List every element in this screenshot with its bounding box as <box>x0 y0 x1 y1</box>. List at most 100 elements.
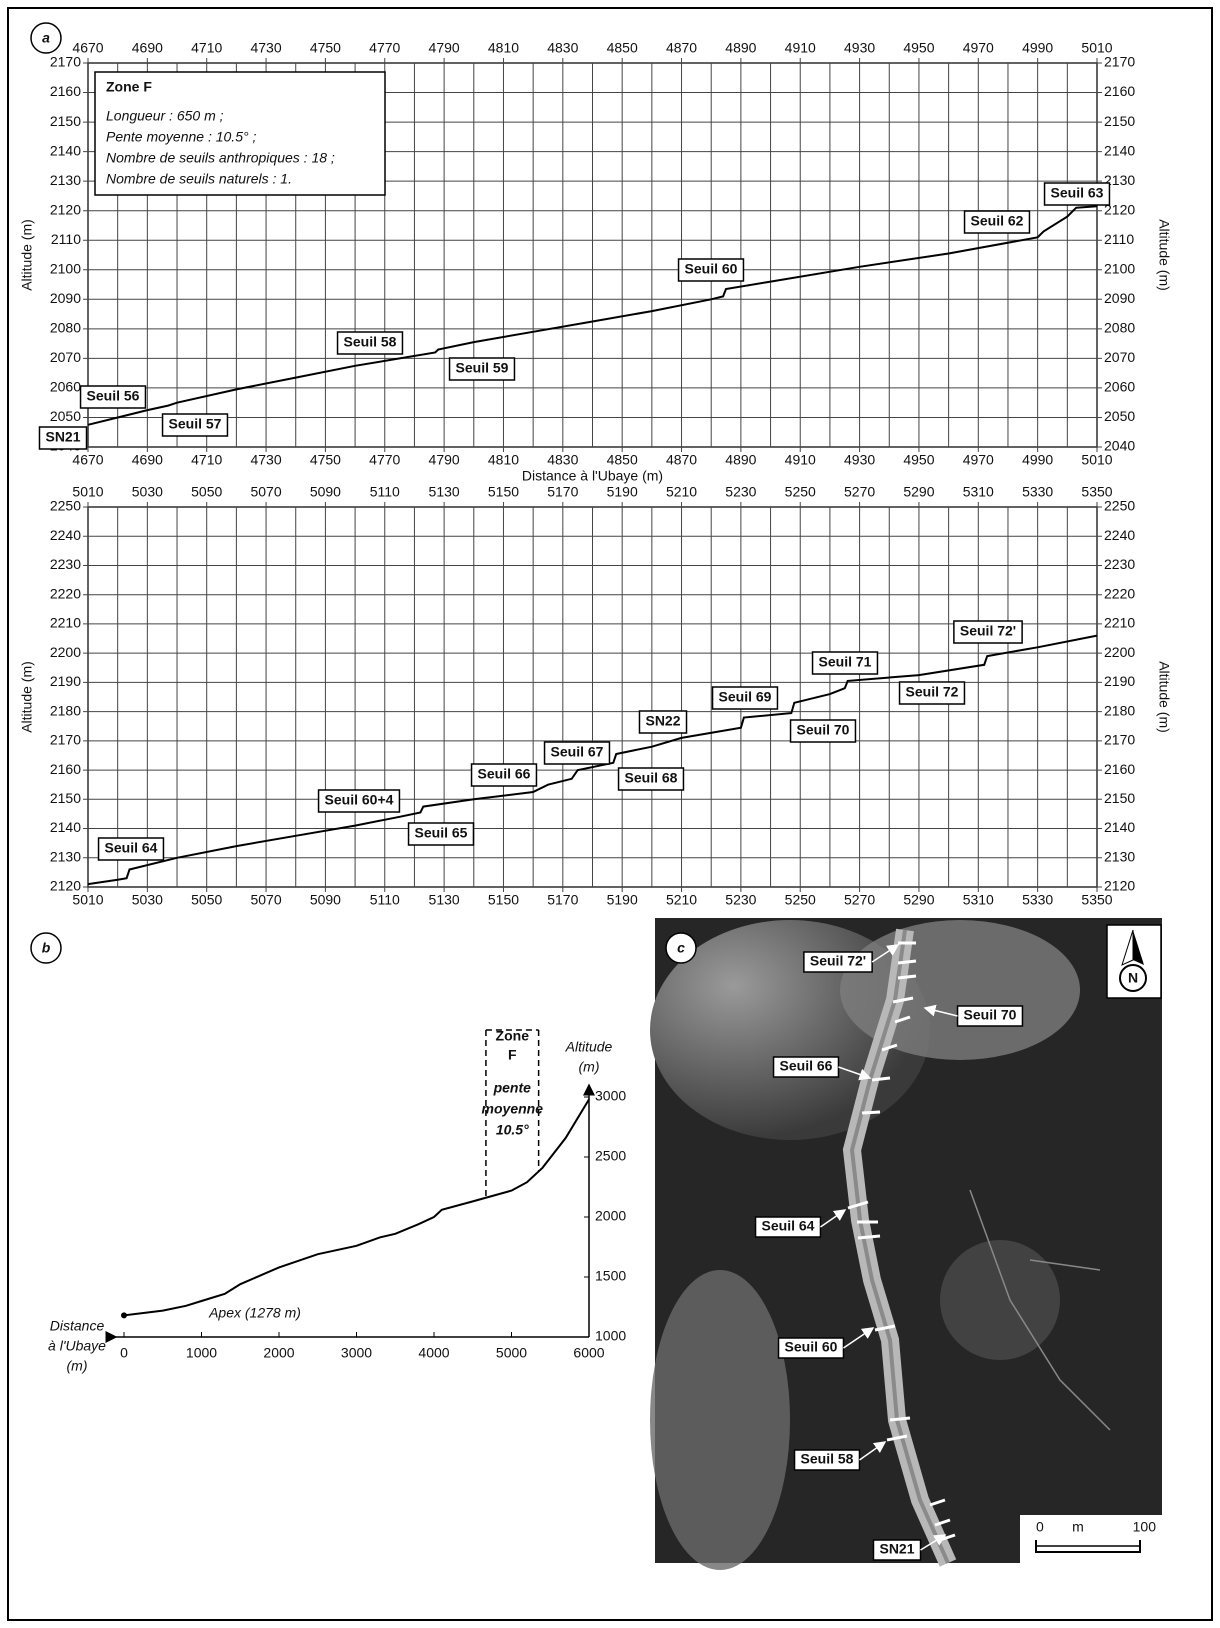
y-tick-label: 2060 <box>1104 379 1135 395</box>
y-tick-label: 2160 <box>1104 761 1135 777</box>
label-arrow <box>859 1441 887 1461</box>
annotation: Seuil 62 <box>971 213 1024 229</box>
figure-border <box>7 7 1213 1621</box>
x-tick-label: 4770 <box>369 40 400 56</box>
x-tick-label: 4670 <box>72 40 103 56</box>
label-arrow <box>838 1066 872 1081</box>
x-tick-label: 4890 <box>725 40 756 56</box>
x-tick-label: 5170 <box>547 892 578 908</box>
y-tick-label: 2210 <box>1104 615 1135 631</box>
annotation: Seuil 57 <box>169 416 222 432</box>
x-tick-label: 5350 <box>1081 892 1112 908</box>
x-tick-label: 5210 <box>666 484 697 500</box>
x-tick-label: 5010 <box>72 892 103 908</box>
x-tick-label: 5250 <box>785 892 816 908</box>
x-tick-label: 4790 <box>429 452 460 468</box>
y-tick-label: 2050 <box>50 408 81 424</box>
info-box <box>94 71 386 196</box>
annotation-box <box>317 789 401 813</box>
y-tick-label: 2080 <box>1104 320 1135 336</box>
x-tick-label: 5230 <box>725 484 756 500</box>
annotation: Seuil 60 <box>785 1339 838 1355</box>
label-arrow <box>843 1327 875 1349</box>
x-tick-label: 4990 <box>1022 452 1053 468</box>
y-tick-label: 2220 <box>1104 585 1135 601</box>
annotation: Apex (1278 m) <box>208 1305 301 1321</box>
zone-label: F <box>508 1047 517 1063</box>
x-tick-label: 5310 <box>963 892 994 908</box>
x-tick-label: 5170 <box>547 484 578 500</box>
y-tick-label: 2060 <box>50 379 81 395</box>
x-axis-label: Distance <box>50 1318 105 1334</box>
x-tick-label: 4830 <box>547 452 578 468</box>
x-tick-label: 5050 <box>191 484 222 500</box>
y-tick-label: 2120 <box>50 878 81 894</box>
y-tick-label: 2140 <box>1104 819 1135 835</box>
x-tick-label: 5030 <box>132 892 163 908</box>
y-axis-label: (m) <box>579 1059 600 1075</box>
x-tick-label: 3000 <box>341 1345 372 1361</box>
y-tick-label: 2150 <box>1104 113 1135 129</box>
x-tick-label: 5330 <box>1022 484 1053 500</box>
profile-line <box>123 1098 590 1317</box>
annotation: Seuil 65 <box>415 825 468 841</box>
x-tick-label: 4730 <box>250 452 281 468</box>
label-arrow <box>920 1534 947 1551</box>
y-tick-label: 2040 <box>1104 438 1135 454</box>
x-tick-label: 5010 <box>1081 40 1112 56</box>
x-tick-label: 5070 <box>250 484 281 500</box>
annotation: Seuil 68 <box>625 770 678 786</box>
y-tick-label: 2220 <box>50 585 81 601</box>
x-axis-label: (m) <box>67 1358 88 1374</box>
scale-label: m <box>1072 1519 1084 1535</box>
y-tick-label: 2100 <box>1104 260 1135 276</box>
y-tick-label: 2090 <box>1104 290 1135 306</box>
x-tick-label: 4790 <box>429 40 460 56</box>
x-tick-label: 4870 <box>666 452 697 468</box>
scale-label: 0 <box>1036 1519 1044 1535</box>
y-tick-label: 2230 <box>1104 556 1135 572</box>
x-tick-label: 4890 <box>725 452 756 468</box>
annotation-box <box>407 822 475 846</box>
x-tick-label: 4750 <box>310 452 341 468</box>
y-tick-label: 2170 <box>1104 732 1135 748</box>
y-tick-label: 2500 <box>595 1148 626 1164</box>
annotation: Seuil 69 <box>719 689 772 705</box>
x-axis-label: à l'Ubaye <box>48 1338 106 1354</box>
info-line: Pente moyenne : 10.5° ; <box>106 129 256 145</box>
x-tick-label: 5010 <box>1081 452 1112 468</box>
y-tick-label: 2070 <box>50 349 81 365</box>
x-tick-label: 5110 <box>370 484 400 500</box>
annotation: Seuil 56 <box>87 388 140 404</box>
y-tick-label: 2070 <box>1104 349 1135 365</box>
y-axis-label: Altitude (m) <box>1156 219 1172 291</box>
x-tick-label: 1000 <box>186 1345 217 1361</box>
label-arrow <box>871 944 900 963</box>
x-axis-label: Distance à l'Ubaye (m) <box>522 468 663 484</box>
x-tick-label: 5230 <box>725 892 756 908</box>
x-tick-label: 5070 <box>250 892 281 908</box>
annotation-box <box>898 681 966 705</box>
y-tick-label: 2240 <box>1104 527 1135 543</box>
y-tick-label: 2130 <box>1104 172 1135 188</box>
annotation: Seuil 66 <box>478 766 531 782</box>
start-point <box>121 1312 127 1319</box>
x-tick-label: 5050 <box>191 892 222 908</box>
zone-slope: moyenne <box>482 1101 544 1117</box>
annotation-box <box>1043 182 1111 206</box>
zone-slope: pente <box>493 1080 532 1096</box>
x-tick-label: 5270 <box>844 892 875 908</box>
y-tick-label: 2120 <box>1104 201 1135 217</box>
x-tick-label: 4970 <box>963 40 994 56</box>
annotation-box <box>789 719 857 743</box>
y-tick-label: 2130 <box>1104 848 1135 864</box>
aerial-photo <box>650 918 1162 1570</box>
x-tick-label: 5190 <box>607 892 638 908</box>
annotation-box <box>470 763 538 787</box>
y-tick-label: 2160 <box>1104 83 1135 99</box>
x-tick-label: 0 <box>120 1345 128 1361</box>
info-line: Nombre de seuils anthropiques : 18 ; <box>106 150 335 166</box>
annotation-box <box>963 210 1031 234</box>
annotation-box <box>543 741 611 765</box>
